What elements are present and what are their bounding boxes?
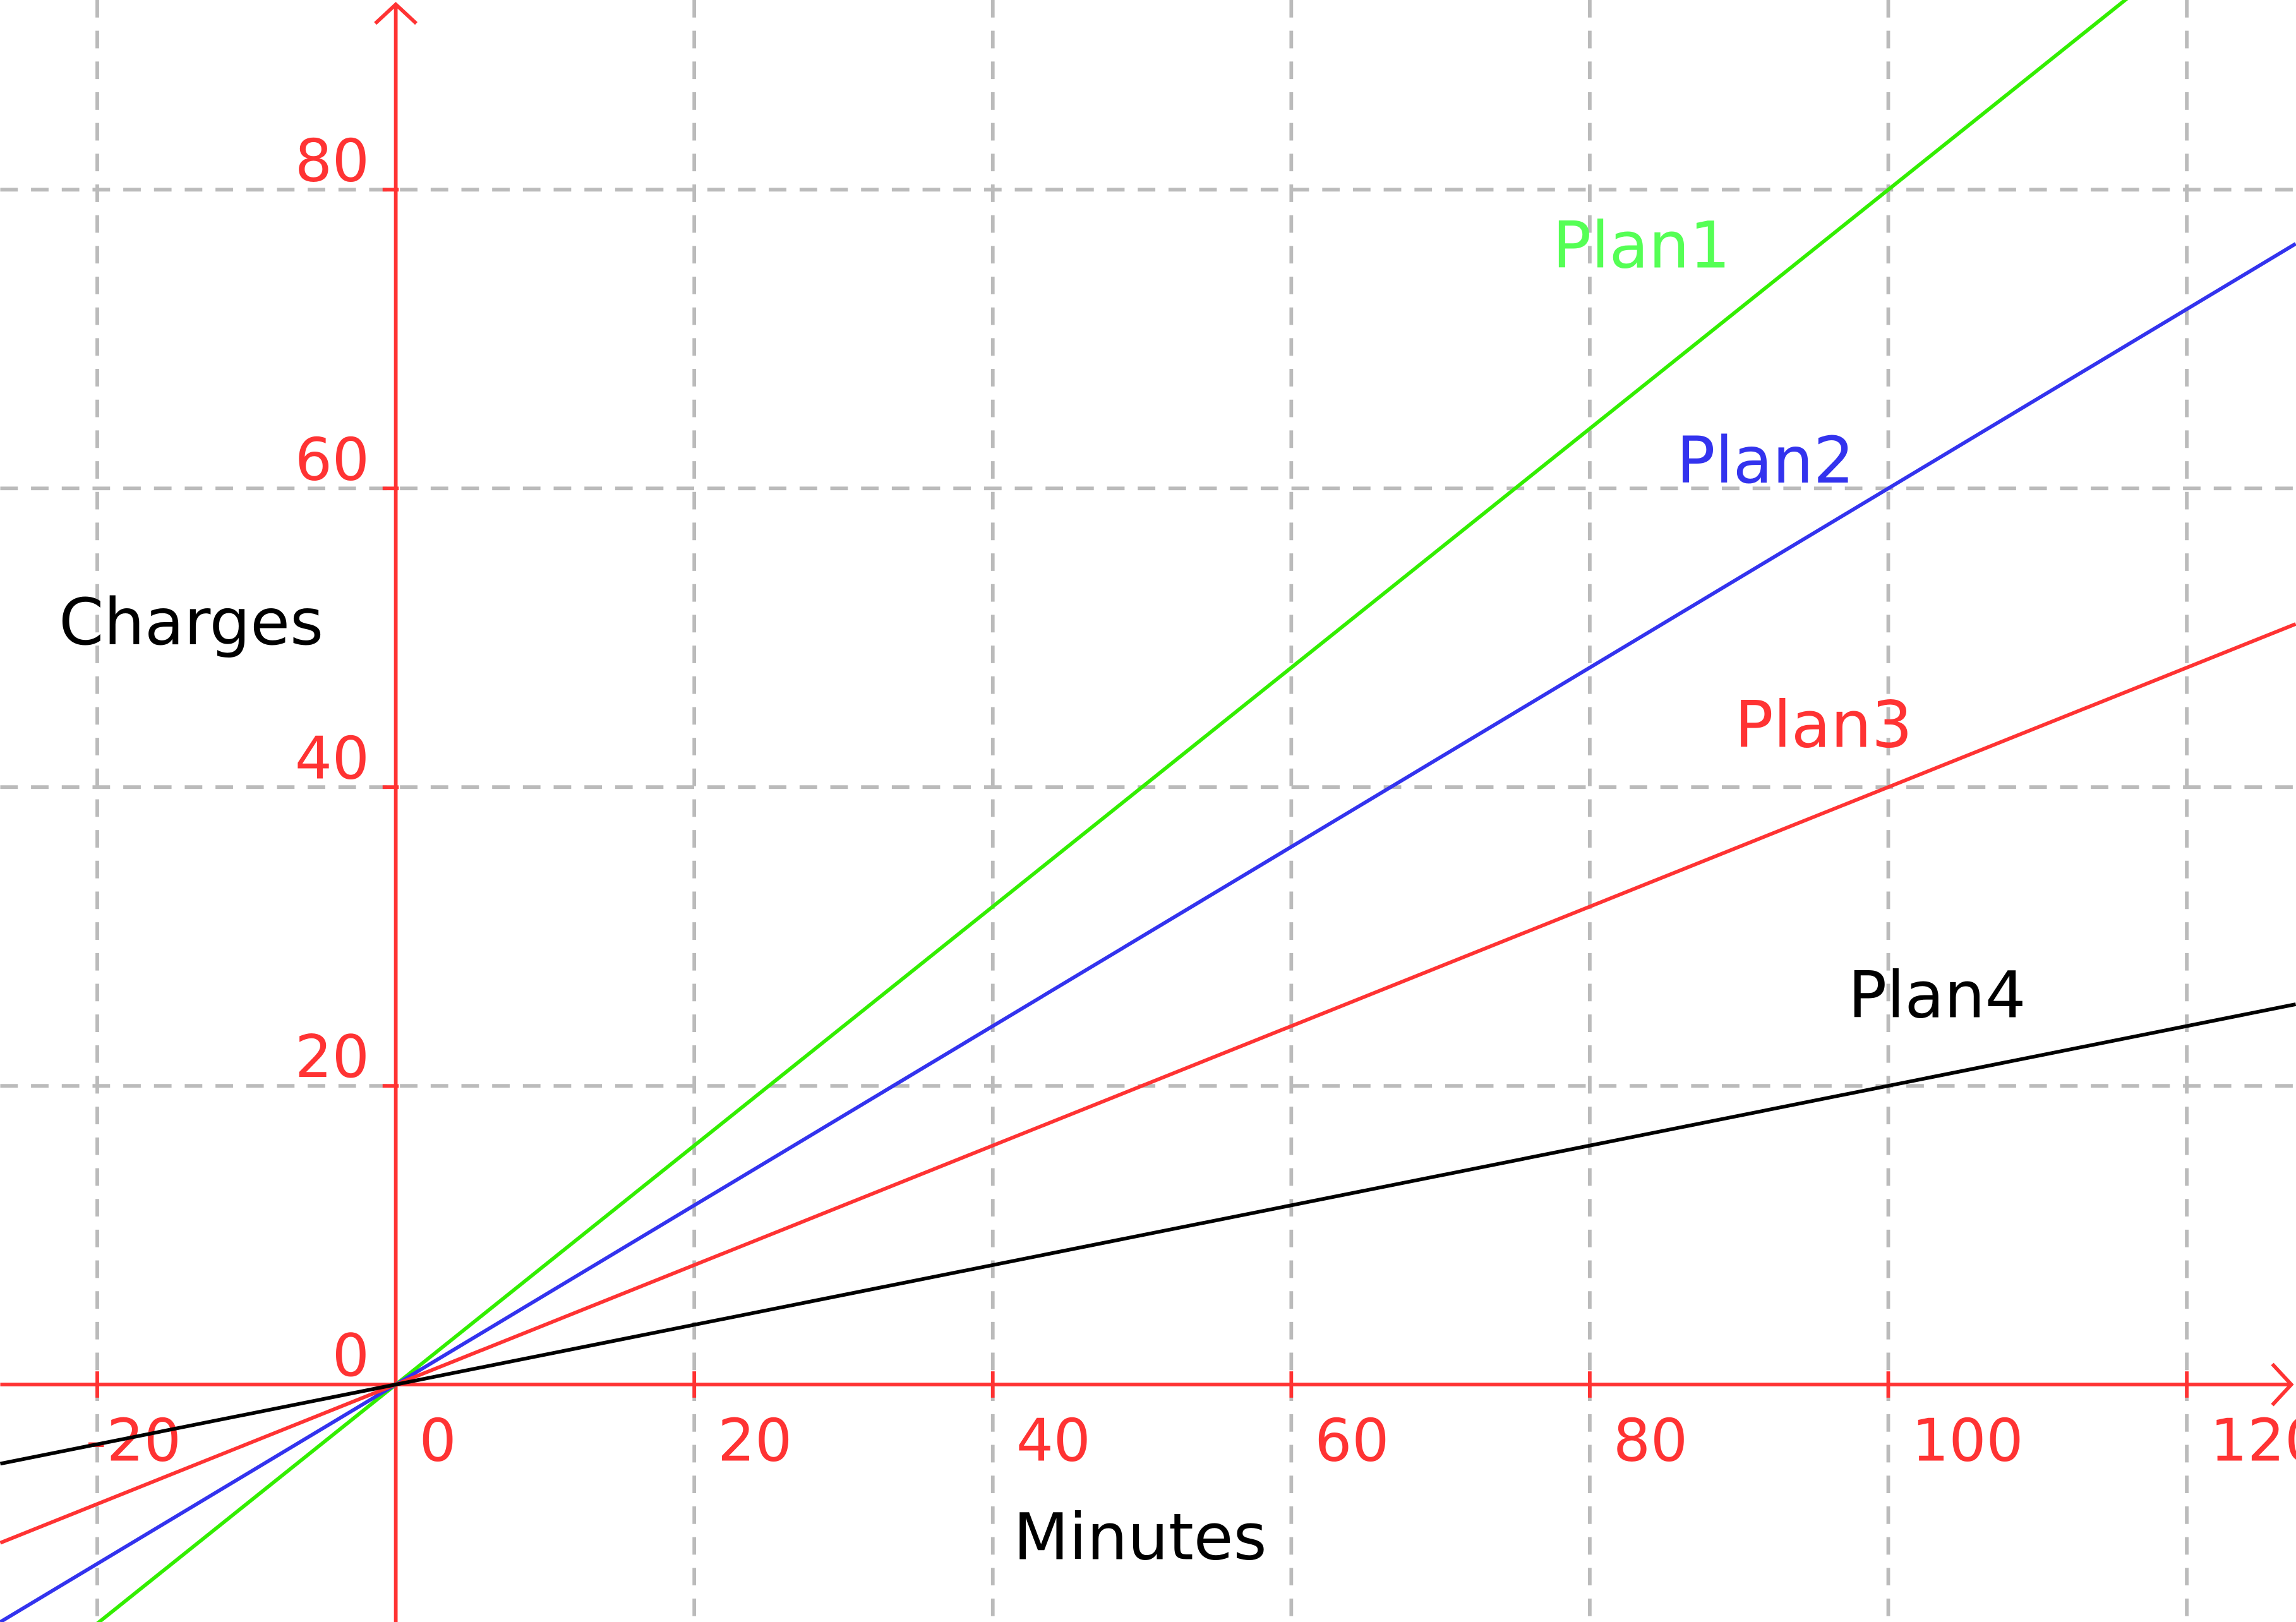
series-line-plan3	[0, 622, 2296, 1545]
series-line-plan2	[0, 242, 2296, 1622]
y-tick-label: 40	[295, 724, 370, 792]
x-axis-label: Minutes	[1013, 1499, 1266, 1575]
series-line-plan4	[0, 1002, 2296, 1466]
x-axis-arrow	[2271, 1362, 2294, 1407]
y-axis-arrow	[374, 1, 418, 25]
x-tick-label: 0	[419, 1407, 457, 1475]
series-label-plan3: Plan3	[1734, 687, 1913, 762]
series-label-plan4: Plan4	[1848, 958, 2026, 1033]
x-tick-label: 120	[2210, 1407, 2296, 1475]
y-axis-label: Charges	[59, 585, 323, 660]
series-label-plan2: Plan2	[1676, 423, 1854, 498]
x-tick-label: 100	[1912, 1407, 2024, 1475]
x-tick-label: 20	[718, 1407, 792, 1475]
x-tick-label: 60	[1314, 1407, 1389, 1475]
series-label-plan1: Plan1	[1553, 208, 1731, 283]
x-tick-label: 40	[1016, 1407, 1091, 1475]
x-tick-label: 80	[1613, 1407, 1688, 1475]
y-tick-label: 0	[332, 1321, 370, 1390]
x-tick-label: -20	[85, 1407, 181, 1475]
y-tick-label: 60	[295, 425, 370, 493]
labels: Plan1 Plan2 Plan3 Plan4	[1553, 208, 2026, 1033]
y-tick-label: 20	[295, 1023, 370, 1091]
y-tick-label: 80	[295, 126, 370, 195]
